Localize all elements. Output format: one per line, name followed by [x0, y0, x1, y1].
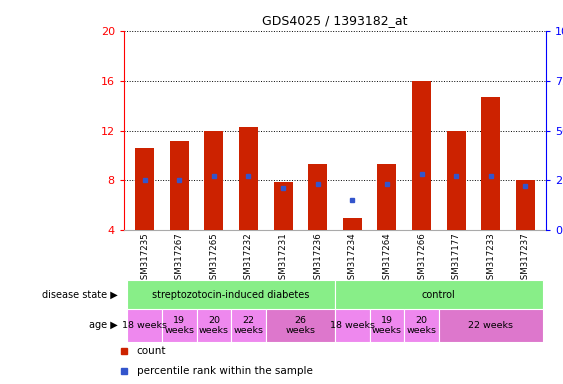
- Bar: [231, 309, 266, 342]
- Bar: [196, 309, 231, 342]
- Bar: [162, 309, 196, 342]
- Bar: [308, 164, 327, 230]
- Text: GSM317266: GSM317266: [417, 232, 426, 285]
- Text: 20
weeks: 20 weeks: [406, 316, 436, 335]
- Bar: [169, 141, 189, 230]
- Bar: [127, 309, 162, 342]
- Text: age ▶: age ▶: [90, 320, 118, 331]
- Title: GDS4025 / 1393182_at: GDS4025 / 1393182_at: [262, 14, 408, 27]
- Text: GSM317232: GSM317232: [244, 232, 253, 285]
- Text: 20
weeks: 20 weeks: [199, 316, 229, 335]
- Bar: [204, 131, 224, 230]
- Bar: [343, 218, 362, 230]
- Bar: [127, 280, 335, 309]
- Text: 18 weeks: 18 weeks: [122, 321, 167, 330]
- Bar: [439, 309, 543, 342]
- Text: 18 weeks: 18 weeks: [330, 321, 375, 330]
- Text: streptozotocin-induced diabetes: streptozotocin-induced diabetes: [153, 290, 310, 300]
- Bar: [369, 309, 404, 342]
- Text: disease state ▶: disease state ▶: [42, 290, 118, 300]
- Bar: [446, 131, 466, 230]
- Text: count: count: [137, 346, 166, 356]
- Bar: [239, 127, 258, 230]
- Bar: [274, 182, 293, 230]
- Bar: [335, 280, 543, 309]
- Bar: [266, 309, 335, 342]
- Text: GSM317265: GSM317265: [209, 232, 218, 285]
- Text: 19
weeks: 19 weeks: [372, 316, 402, 335]
- Text: GSM317231: GSM317231: [279, 232, 288, 285]
- Text: 22
weeks: 22 weeks: [234, 316, 263, 335]
- Text: GSM317233: GSM317233: [486, 232, 495, 285]
- Bar: [377, 164, 396, 230]
- Text: GSM317237: GSM317237: [521, 232, 530, 285]
- Text: control: control: [422, 290, 455, 300]
- Text: 22 weeks: 22 weeks: [468, 321, 513, 330]
- Bar: [135, 148, 154, 230]
- Text: GSM317234: GSM317234: [348, 232, 357, 285]
- Text: 19
weeks: 19 weeks: [164, 316, 194, 335]
- Text: GSM317177: GSM317177: [452, 232, 461, 285]
- Bar: [335, 309, 369, 342]
- Text: GSM317235: GSM317235: [140, 232, 149, 285]
- Bar: [516, 180, 535, 230]
- Text: percentile rank within the sample: percentile rank within the sample: [137, 366, 312, 376]
- Bar: [404, 309, 439, 342]
- Bar: [481, 97, 501, 230]
- Text: GSM317236: GSM317236: [313, 232, 322, 285]
- Text: GSM317267: GSM317267: [175, 232, 184, 285]
- Bar: [412, 81, 431, 230]
- Text: 26
weeks: 26 weeks: [285, 316, 315, 335]
- Text: GSM317264: GSM317264: [382, 232, 391, 285]
